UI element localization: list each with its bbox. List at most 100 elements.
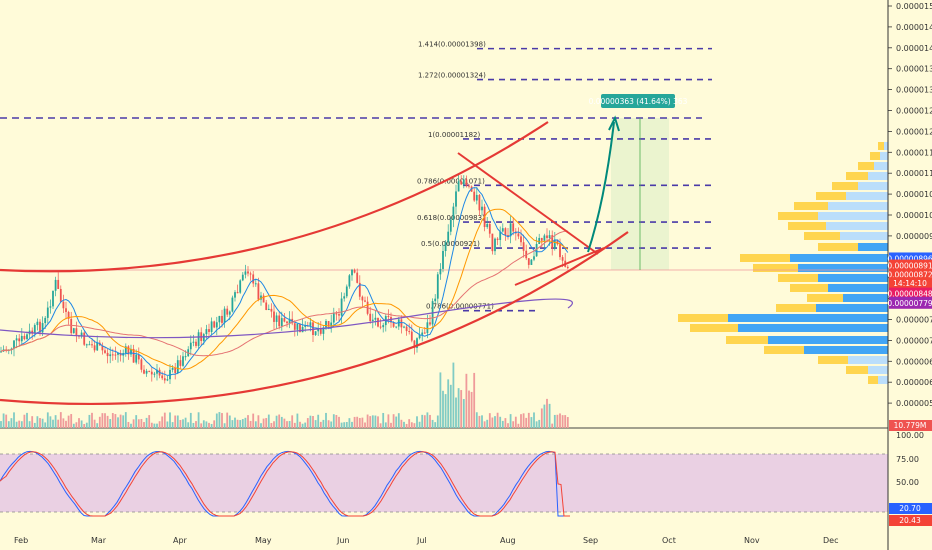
price-tick-label: 0.00000600 <box>896 378 932 387</box>
price-tick-label: 0.00000700 <box>896 336 932 345</box>
candle-body <box>111 354 114 356</box>
candle-body <box>423 332 426 334</box>
volume-bar <box>405 423 408 428</box>
volume-profile-sell-bar <box>764 346 804 354</box>
volume-bar <box>7 421 10 428</box>
candle-body <box>252 274 255 284</box>
volume-bar <box>171 422 174 428</box>
volume-bar <box>236 419 239 428</box>
volume-bar <box>351 421 353 428</box>
candle-body <box>496 238 499 240</box>
volume-bar <box>80 420 83 428</box>
candle-body <box>351 269 353 276</box>
volume-bar <box>205 421 208 428</box>
volume-bar <box>483 421 486 428</box>
candle-body <box>319 328 322 334</box>
candle-body <box>140 359 143 370</box>
volume-bar <box>156 423 158 428</box>
price-tick-label: 0.00001500 <box>896 2 932 11</box>
target-label-text: 0.00000363 (41.64%) 363 <box>589 97 688 106</box>
lower-channel-curve <box>0 231 629 405</box>
volume-bar <box>189 412 192 428</box>
candle-body <box>348 275 351 287</box>
stoch-d-badge-bg <box>889 515 932 526</box>
volume-bar <box>249 420 252 428</box>
price-tick-label: 0.00000550 <box>896 399 932 408</box>
candle-body <box>447 231 450 243</box>
candle-body <box>218 315 221 323</box>
candle-body <box>379 326 382 328</box>
volume-bar <box>117 417 119 428</box>
volume-bar <box>358 417 361 428</box>
volume-bar <box>267 414 270 428</box>
volume-bar <box>228 415 231 428</box>
candle-body <box>530 259 533 265</box>
volume-bar <box>88 414 91 428</box>
candle-body <box>395 326 398 328</box>
candle-body <box>449 219 452 232</box>
volume-bar <box>161 416 164 428</box>
volume-bar <box>514 416 517 428</box>
candle-body <box>184 356 187 358</box>
volume-bar <box>299 421 301 428</box>
volume-bar <box>525 417 528 428</box>
candle-body <box>163 378 166 381</box>
volume-profile-sell-bar <box>870 152 880 160</box>
volume-bar <box>260 423 262 428</box>
volume-bar <box>348 418 351 428</box>
volume-bar <box>2 413 5 428</box>
volume-bar <box>543 404 546 428</box>
price-badge-label: 0.00000872 <box>887 270 932 279</box>
volume-bar <box>31 416 34 428</box>
volume-bar <box>564 415 567 428</box>
candle-body <box>312 322 314 335</box>
volume-bar <box>434 422 437 428</box>
volume-bar <box>114 414 117 428</box>
candle-body <box>148 370 151 372</box>
price-tick-label: 0.00001000 <box>896 211 932 220</box>
volume-profile-sell-bar <box>776 304 816 312</box>
volume-bar <box>449 384 452 428</box>
volume-bar <box>527 412 530 428</box>
volume-bar <box>231 420 234 428</box>
volume-bar <box>296 413 299 428</box>
volume-bar <box>153 423 156 428</box>
volume-bar <box>455 397 457 428</box>
volume-bar <box>119 414 122 428</box>
price-badge-bg <box>889 252 932 265</box>
volume-bar <box>512 421 515 428</box>
price-badge-label: 0.00000779 <box>887 299 932 308</box>
volume-bar <box>15 421 18 428</box>
volume-bar <box>106 415 109 428</box>
candle-body <box>130 348 132 355</box>
candle-body <box>309 322 312 326</box>
volume-bar <box>57 419 60 428</box>
candle-body <box>561 257 564 261</box>
volume-bar <box>291 415 294 428</box>
volume-bar <box>465 373 468 428</box>
candle-body <box>340 298 343 316</box>
volume-bar <box>135 415 138 428</box>
candle-body <box>88 344 91 346</box>
time-tick-label: Mar <box>91 536 107 545</box>
candle-body <box>275 315 278 322</box>
volume-bar <box>392 414 395 428</box>
candle-body <box>418 334 421 339</box>
volume-bar <box>187 422 190 428</box>
volume-profile-buy-bar <box>868 172 888 180</box>
candle-body <box>317 328 320 332</box>
candle-body <box>465 179 468 186</box>
volume-bar <box>26 412 28 428</box>
volume-bar <box>460 390 463 428</box>
volume-bar <box>239 420 242 428</box>
candle-body <box>49 306 52 308</box>
candle-body <box>504 228 507 236</box>
volume-bar <box>104 413 106 428</box>
candle-body <box>145 370 148 374</box>
volume-bar <box>332 414 335 428</box>
volume-profile-sell-bar <box>818 356 848 364</box>
volume-profile-sell-bar <box>832 182 858 190</box>
volume-bar <box>319 421 322 428</box>
candle-body <box>241 274 244 281</box>
volume-bar <box>561 415 564 428</box>
